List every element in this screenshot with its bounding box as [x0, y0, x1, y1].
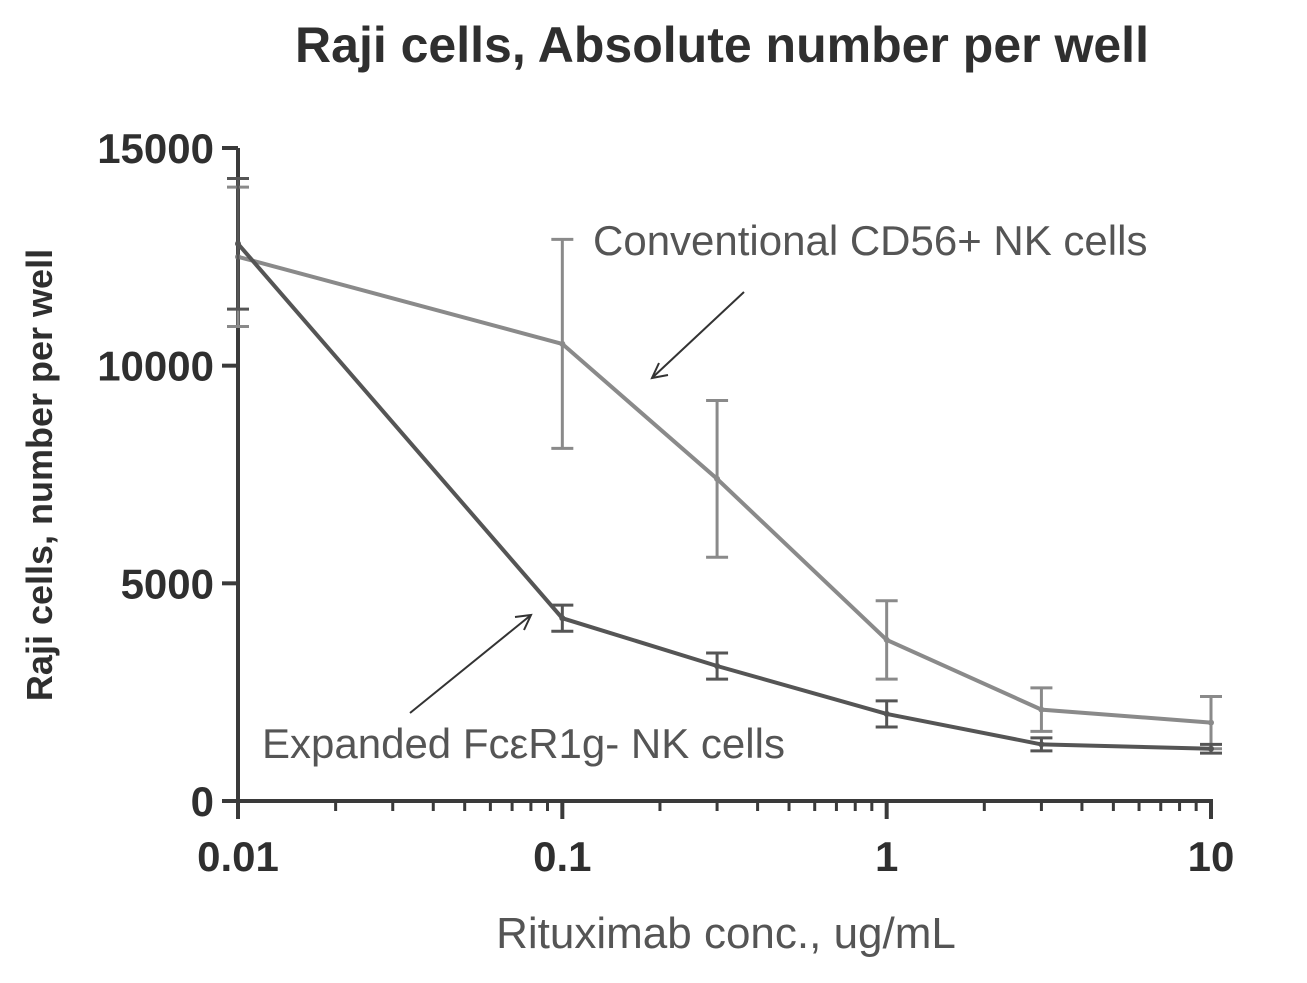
data-point	[1038, 741, 1045, 748]
x-tick-label: 1	[875, 833, 898, 880]
series-line	[237, 254, 1212, 725]
x-axis-label: Rituximab conc., ug/mL	[496, 909, 956, 958]
annotation-expanded: Expanded FcεR1g- NK cells	[262, 720, 785, 767]
y-tick-label: 5000	[121, 560, 214, 607]
series-2	[227, 176, 1222, 755]
y-tick-label: 10000	[97, 343, 214, 390]
x-tick-label: 0.01	[197, 833, 279, 880]
chart-title: Raji cells, Absolute number per well	[295, 17, 1149, 73]
data-point	[714, 475, 721, 482]
series-line	[236, 242, 1212, 751]
ticks: 0 5000 10000 15000 0.01 0.1 1 10	[97, 125, 1234, 880]
annotation-conventional-arrow	[651, 291, 745, 379]
series	[227, 176, 1222, 755]
annotation-expanded-arrowhead	[514, 613, 533, 631]
annotation-conventional: Conventional CD56+ NK cells	[593, 217, 1147, 264]
data-point	[559, 340, 566, 347]
series-1	[227, 185, 1222, 751]
data-point	[883, 710, 890, 717]
x-tick-label: 10	[1188, 833, 1235, 880]
data-point	[1208, 745, 1214, 752]
data-point	[235, 240, 241, 247]
y-tick-label: 0	[191, 778, 214, 825]
data-point	[883, 636, 890, 643]
data-point	[559, 615, 566, 622]
data-point	[714, 663, 721, 670]
annotation-conventional-arrowhead	[650, 362, 669, 380]
x-tick-label: 0.1	[533, 833, 591, 880]
data-point	[1208, 719, 1214, 726]
y-axis-label: Raji cells, number per well	[19, 249, 60, 701]
annotations: Conventional CD56+ NK cells Expanded Fcε…	[262, 217, 1147, 767]
data-point	[1038, 706, 1045, 713]
y-tick-label: 15000	[97, 125, 214, 172]
annotation-expanded-arrow	[409, 614, 532, 714]
